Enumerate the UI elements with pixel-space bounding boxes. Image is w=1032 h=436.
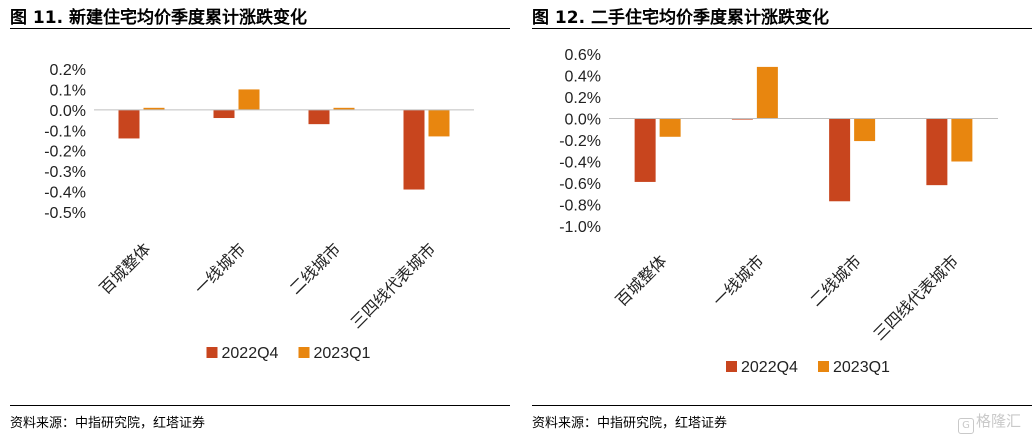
- watermark-text: 格隆汇: [976, 412, 1022, 430]
- source-note: 资料来源：中指研究院，红塔证券: [10, 416, 206, 431]
- y-tick-label: -0.1%: [44, 123, 86, 140]
- y-tick-label: -0.3%: [44, 164, 86, 181]
- legend-swatch: [818, 361, 829, 372]
- bar-2023q1-0: [659, 118, 681, 137]
- watermark: G 格隆汇: [958, 410, 1021, 434]
- x-category-label: 二线城市: [286, 239, 345, 298]
- legend-label: 2023Q1: [314, 345, 371, 362]
- x-category-label: 百城整体: [96, 239, 155, 298]
- x-category-label: 二线城市: [806, 251, 865, 310]
- chart-panel-new-housing: 图 11. 新建住宅均价季度累计涨跌变化 0.2% 0.1% 0.0% -0.1% -0…: [10, 0, 510, 436]
- y-tick-label: -0.6%: [559, 176, 601, 193]
- y-tick-label: 0.6%: [565, 47, 601, 64]
- x-category-label: 一线城市: [191, 239, 250, 298]
- legend-label: 2023Q1: [833, 359, 890, 376]
- bar-2022q4-3: [926, 118, 948, 186]
- legend-swatch: [298, 347, 310, 358]
- y-tick-label: -0.8%: [559, 198, 601, 215]
- chart-title: 图 11. 新建住宅均价季度累计涨跌变化: [10, 8, 307, 28]
- bar-2023q1-1: [756, 66, 778, 119]
- bar-chart-new-housing: 0.2% 0.1% 0.0% -0.1% -0.2% -0.3% -0.4% -0.5% 百城整…: [44, 62, 474, 362]
- y-tick-label: 0.4%: [565, 69, 601, 86]
- legend-label: 2022Q4: [741, 359, 798, 376]
- chart-title: 图 12. 二手住宅均价季度累计涨跌变化: [532, 8, 829, 28]
- bar-chart-second-hand-housing: 0.6% 0.4% 0.2% 0.0% -0.2% -0.4% -0.6% -0.8% -1.0…: [559, 47, 998, 376]
- y-tick-label: 0.2%: [50, 62, 86, 79]
- chart-panel-second-hand-housing: 图 12. 二手住宅均价季度累计涨跌变化 0.6% 0.4% 0.2% 0.0% -0.…: [532, 0, 1032, 436]
- source-rule: [10, 405, 510, 406]
- bar-2022q4-1: [213, 109, 235, 119]
- bar-2023q1-2: [854, 118, 876, 142]
- x-category-label: 百城整体: [612, 251, 671, 310]
- legend-swatch: [206, 347, 218, 358]
- legend-swatch: [726, 361, 737, 372]
- bar-2023q1-3: [951, 118, 973, 162]
- y-tick-label: -1.0%: [559, 219, 601, 236]
- y-tick-label: -0.4%: [44, 185, 86, 202]
- x-category-label: 三四线代表城市: [870, 251, 963, 344]
- y-tick-label: -0.2%: [559, 133, 601, 150]
- bar-2022q4-0: [118, 109, 140, 139]
- title-rule: [10, 28, 510, 29]
- bar-2023q1-1: [238, 89, 260, 110]
- bar-2022q4-2: [829, 118, 851, 202]
- source-rule: [532, 405, 1032, 406]
- source-note: 资料来源：中指研究院，红塔证券: [532, 416, 728, 431]
- bar-2022q4-0: [634, 118, 656, 182]
- bar-2022q4-2: [308, 109, 330, 125]
- logo-icon: G: [958, 418, 974, 434]
- y-tick-label: 0.1%: [50, 82, 86, 99]
- bar-2022q4-3: [403, 109, 425, 190]
- x-category-label: 三四线代表城市: [347, 239, 440, 332]
- y-tick-label: 0.0%: [50, 103, 86, 120]
- y-tick-label: 0.2%: [565, 90, 601, 107]
- bar-2023q1-0: [143, 107, 165, 110]
- y-tick-label: -0.4%: [559, 155, 601, 172]
- bar-2023q1-2: [333, 107, 355, 110]
- bar-2022q4-1: [731, 118, 753, 120]
- title-rule: [532, 28, 1032, 29]
- y-tick-label: -0.5%: [44, 205, 86, 222]
- legend-label: 2022Q4: [222, 345, 279, 362]
- y-tick-label: -0.2%: [44, 144, 86, 161]
- y-tick-label: 0.0%: [565, 112, 601, 129]
- x-category-label: 一线城市: [709, 251, 768, 310]
- bar-2023q1-3: [428, 109, 450, 137]
